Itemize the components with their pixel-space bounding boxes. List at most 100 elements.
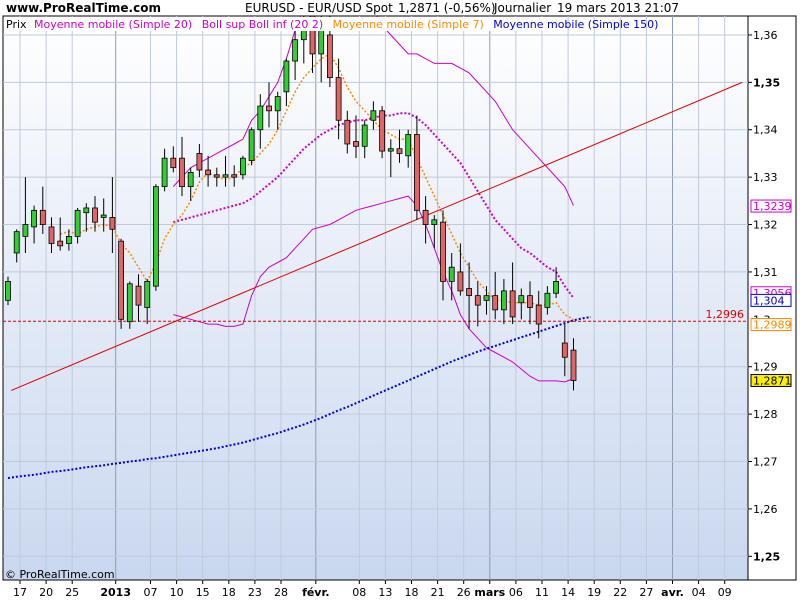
y-tick-label: 1,25 (753, 550, 780, 563)
bollinger-upper-line (172, 16, 574, 206)
y-tick-label: 1,33 (753, 171, 778, 184)
candle-body (440, 221, 446, 282)
candle-body (326, 34, 333, 79)
candle-body (248, 129, 255, 161)
price-badge (750, 318, 792, 332)
candle-body (5, 281, 11, 301)
x-tick-label: 17 (13, 586, 27, 599)
price-badge (750, 293, 792, 307)
x-tick-label: 26 (457, 586, 471, 599)
y-tick-label: 1,29 (753, 361, 778, 374)
x-tick-label: 09 (718, 586, 732, 599)
candle-body (422, 209, 429, 225)
candle-body (83, 207, 90, 214)
candle-body (370, 110, 377, 121)
horizontal-line-label: 1,2996 (706, 308, 745, 321)
price-badge (750, 199, 792, 213)
candle-body (109, 217, 116, 230)
candle-body (92, 207, 98, 223)
candle-body (379, 110, 386, 152)
candle-body (22, 224, 29, 237)
copyright-text: © ProRealTime.com (5, 568, 115, 581)
sma150-line (7, 316, 592, 480)
sma7-line (60, 52, 574, 320)
candle-body (222, 174, 229, 178)
candle-body (13, 231, 20, 254)
candle-body (48, 226, 55, 244)
legend-text: Prix Moyenne mobile (Simple 20) Boll sup… (6, 18, 658, 31)
candle-body (309, 16, 316, 55)
price-badge-label: 1,2871 (753, 374, 792, 387)
candle-body (39, 209, 46, 225)
x-tick-label: 19 (587, 586, 601, 599)
candle-body (509, 290, 516, 318)
candle-body (239, 157, 246, 176)
x-tick-label: 13 (378, 586, 392, 599)
x-tick-label: 28 (274, 586, 288, 599)
x-tick-label: 22 (613, 586, 627, 599)
y-tick-label: 1,36 (753, 29, 778, 42)
candle-body (344, 119, 351, 145)
candle-body (318, 29, 325, 55)
candle-body (57, 240, 64, 247)
candle-body (553, 281, 559, 294)
candle-body (152, 186, 159, 287)
x-tick-label: 27 (639, 586, 653, 599)
y-tick-label: 1,26 (753, 503, 778, 516)
candles-layer (5, 16, 577, 391)
candle-body (527, 295, 533, 308)
period-label: Journalier (493, 1, 551, 15)
candle-body (457, 271, 464, 292)
candle-body (161, 157, 168, 188)
candle-body (448, 266, 455, 282)
candle-body (518, 295, 525, 304)
candle-body (353, 141, 359, 147)
candle-body (231, 174, 238, 178)
candle-body (561, 342, 568, 358)
y-tick-label: 1,27 (753, 456, 778, 469)
candle-body (213, 174, 220, 178)
legend-sma7: Moyenne mobile (Simple 7) (333, 18, 484, 31)
x-tick-label: 25 (65, 586, 79, 599)
candle-body (335, 77, 342, 121)
candle-body (396, 148, 403, 154)
legend-sma20: Moyenne mobile (Simple 20) (34, 18, 192, 31)
candle-body (205, 169, 212, 176)
candle-body (466, 288, 473, 297)
candle-body (413, 134, 420, 211)
bollinger-lower-line (173, 195, 574, 383)
price-badge (750, 373, 792, 387)
grid-layer (3, 16, 748, 580)
candle-body (431, 219, 438, 225)
x-tick-label: 18 (222, 586, 236, 599)
x-tick-label: 10 (170, 586, 184, 599)
legend-price: Prix (6, 18, 27, 31)
x-tick-label: févr. (302, 586, 329, 599)
x-tick-label: avr. (661, 586, 684, 599)
candle-body (118, 240, 124, 320)
x-tick-label: 08 (352, 586, 366, 599)
legend-background (4, 17, 552, 31)
x-tick-label: 07 (144, 586, 158, 599)
candle-body (500, 290, 507, 311)
candle-body (31, 209, 38, 228)
trendline (11, 81, 743, 391)
candle-body (196, 153, 203, 171)
candle-body (387, 148, 394, 152)
x-tick-label: 2013 (100, 586, 131, 599)
y-tick-label: 1,31 (753, 266, 778, 279)
candle-body (292, 39, 299, 62)
candle-body (135, 285, 142, 306)
candle-body (179, 157, 185, 188)
x-tick-label: 23 (248, 586, 262, 599)
instrument-name: EURUSD - EUR/USD Spot (245, 1, 393, 15)
candle-body (100, 214, 107, 218)
candle-body (274, 96, 281, 112)
x-tick-label: mars (474, 586, 505, 599)
x-axis: 17 20 25 2013 07 10 15 18 23 28 févr. 08 13 18 21 26 mar… (13, 580, 732, 599)
candle-body (405, 134, 412, 157)
last-price: 1,2871 (-0,56%) (398, 1, 496, 15)
site-url[interactable]: www.ProRealTime.com (6, 1, 161, 15)
